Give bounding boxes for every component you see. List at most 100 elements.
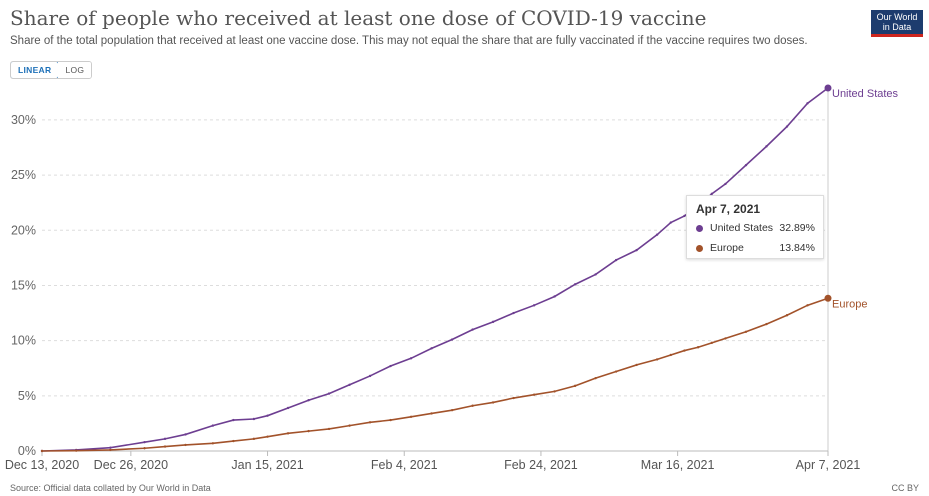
data-point [614, 258, 618, 262]
owid-logo[interactable]: Our World in Data [871, 10, 923, 37]
x-tick-label: Feb 4, 2021 [371, 458, 438, 472]
data-point [824, 84, 832, 92]
data-point [806, 304, 809, 307]
data-point [163, 437, 167, 441]
y-tick-label: 10% [11, 334, 36, 348]
data-point [184, 443, 187, 447]
scale-toggle: LINEAR LOG [10, 61, 93, 79]
data-point [573, 283, 577, 286]
data-point [614, 370, 618, 373]
log-scale-button[interactable]: LOG [58, 62, 92, 78]
data-point [765, 322, 768, 326]
data-point [785, 314, 789, 317]
data-point [471, 404, 474, 407]
data-point [744, 330, 748, 334]
data-point [683, 214, 686, 218]
data-point [744, 163, 748, 167]
data-point [471, 328, 474, 331]
tooltip-row-us: United States 32.89% [696, 221, 815, 235]
x-tick-label: Dec 26, 2020 [94, 458, 168, 472]
x-tick-label: Mar 16, 2021 [641, 458, 715, 472]
data-point [724, 182, 727, 186]
data-point [368, 421, 372, 424]
y-tick-label: 5% [18, 389, 36, 403]
data-point [368, 374, 372, 378]
data-point [635, 363, 638, 367]
data-point [655, 233, 659, 236]
logo-line-2: in Data [882, 22, 912, 32]
data-point [389, 364, 392, 368]
data-point [286, 432, 290, 435]
x-tick-label: Jan 15, 2021 [231, 458, 303, 472]
data-point [724, 337, 727, 340]
series-dot-icon [696, 244, 703, 252]
chart-subtitle: Share of the total population that recei… [10, 35, 808, 47]
data-point [491, 320, 495, 324]
data-point [512, 311, 515, 315]
series-end-label: Europe [832, 298, 867, 310]
data-point [348, 383, 351, 386]
series-end-label: United States [832, 88, 899, 100]
data-point [109, 446, 112, 449]
y-tick-label: 25% [11, 168, 36, 182]
data-point [409, 415, 413, 418]
data-point [252, 437, 256, 441]
data-point [348, 424, 351, 427]
license-link[interactable]: CC BY [891, 483, 919, 493]
data-point [327, 392, 331, 395]
data-point [143, 440, 146, 444]
data-point [307, 399, 310, 402]
logo-line-1: Our World [876, 12, 918, 22]
tooltip-series-value: 13.84% [779, 242, 815, 254]
data-point [143, 447, 146, 450]
data-point [389, 418, 392, 422]
chart-title: Share of people who received at least on… [10, 6, 707, 30]
data-point [532, 304, 536, 307]
data-point [430, 412, 433, 415]
data-point [266, 435, 269, 438]
y-tick-label: 15% [11, 278, 36, 292]
data-point [450, 408, 454, 412]
data-point [669, 221, 672, 224]
data-point [824, 294, 832, 302]
data-point [450, 338, 454, 341]
data-point [266, 414, 269, 417]
x-tick-label: Feb 24, 2021 [504, 458, 578, 472]
data-point [512, 396, 515, 400]
data-point [553, 295, 556, 298]
data-point [594, 273, 597, 276]
data-point [184, 433, 187, 436]
data-point [655, 358, 659, 361]
data-point [785, 125, 789, 128]
data-point [669, 353, 672, 357]
data-point [232, 418, 235, 422]
tooltip-series-value: 32.89% [779, 222, 815, 234]
series-line-europe [41, 297, 829, 452]
data-point [74, 449, 78, 452]
data-point [710, 341, 714, 345]
data-point [409, 357, 413, 360]
data-point [635, 248, 638, 252]
data-point [683, 349, 686, 352]
y-tick-label: 0% [18, 444, 36, 458]
data-point [491, 401, 495, 404]
data-point [532, 393, 536, 396]
data-point [327, 427, 331, 431]
data-point [594, 376, 597, 380]
data-point [430, 347, 433, 350]
data-point [252, 417, 256, 421]
data-point [553, 390, 556, 393]
x-tick-label: Apr 7, 2021 [796, 458, 861, 472]
data-point [307, 429, 310, 433]
data-point [286, 406, 290, 410]
tooltip-series-name: Europe [710, 242, 744, 254]
series-line-united-states [41, 87, 829, 452]
data-point [696, 346, 700, 349]
data-point [109, 448, 112, 452]
data-point [573, 384, 577, 388]
hover-tooltip: Apr 7, 2021 United States 32.89% Europe … [686, 195, 824, 259]
tooltip-row-europe: Europe 13.84% [696, 241, 815, 255]
data-point [232, 439, 235, 443]
source-note[interactable]: Source: Official data collated by Our Wo… [10, 483, 211, 493]
